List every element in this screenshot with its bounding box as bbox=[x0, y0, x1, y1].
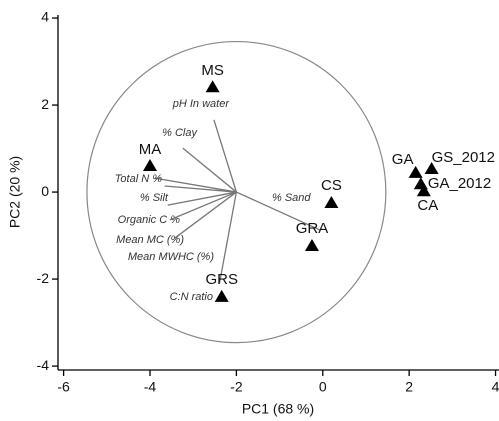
point bbox=[324, 195, 339, 208]
loading-label: Mean MC (%) bbox=[116, 234, 184, 246]
loading-vector bbox=[182, 147, 237, 193]
y-tick-label: 2 bbox=[41, 96, 49, 112]
point-label: GS_2012 bbox=[432, 149, 495, 166]
x-tick-label: -4 bbox=[144, 379, 157, 395]
point bbox=[143, 158, 158, 171]
point bbox=[205, 80, 220, 93]
loading-vector bbox=[236, 191, 321, 231]
loading-vector bbox=[218, 191, 238, 284]
loading-vector bbox=[154, 177, 237, 193]
loading-vector bbox=[174, 191, 237, 239]
point bbox=[214, 289, 229, 302]
x-tick-label: 2 bbox=[405, 379, 413, 395]
loading-label: % Clay bbox=[162, 127, 198, 139]
x-axis-label: PC1 (68 %) bbox=[242, 401, 314, 417]
y-tick-label: -4 bbox=[37, 357, 50, 373]
x-tick-label: 0 bbox=[319, 379, 327, 395]
y-tick-label: 4 bbox=[41, 9, 49, 25]
x-tick-label: -6 bbox=[57, 379, 70, 395]
point-label: MA bbox=[139, 141, 162, 158]
point bbox=[408, 165, 423, 178]
loading-label: Total N % bbox=[115, 173, 163, 185]
point bbox=[424, 162, 439, 175]
loading-vector bbox=[169, 191, 237, 221]
point-label: MS bbox=[201, 62, 224, 79]
x-tick-label: 4 bbox=[492, 379, 499, 395]
loading-vector bbox=[167, 191, 237, 206]
loading-label: pH In water bbox=[172, 98, 231, 110]
correlation-circle bbox=[86, 40, 387, 344]
loading-vector bbox=[213, 119, 238, 193]
point-label: GRA bbox=[296, 220, 329, 237]
loading-label: C:N ratio bbox=[170, 291, 213, 303]
y-tick-label: 0 bbox=[41, 183, 49, 199]
loading-label: Organic C % bbox=[118, 214, 181, 226]
point-label: GA bbox=[392, 151, 414, 168]
y-axis-label: PC2 (20 %) bbox=[7, 156, 23, 228]
loading-label: % Sand bbox=[272, 192, 311, 204]
loading-label: % Silt bbox=[140, 192, 169, 204]
point-label: CA bbox=[417, 197, 438, 214]
loading-vector bbox=[164, 185, 237, 193]
point bbox=[416, 184, 431, 197]
point bbox=[304, 239, 319, 252]
point-label: GRS bbox=[205, 271, 238, 288]
point-label: CS bbox=[321, 177, 342, 194]
loading-label: Mean MWHC (%) bbox=[128, 251, 215, 263]
point-label: GA_2012 bbox=[428, 175, 491, 192]
y-tick-label: -2 bbox=[37, 270, 50, 286]
x-tick-label: -2 bbox=[230, 379, 243, 395]
